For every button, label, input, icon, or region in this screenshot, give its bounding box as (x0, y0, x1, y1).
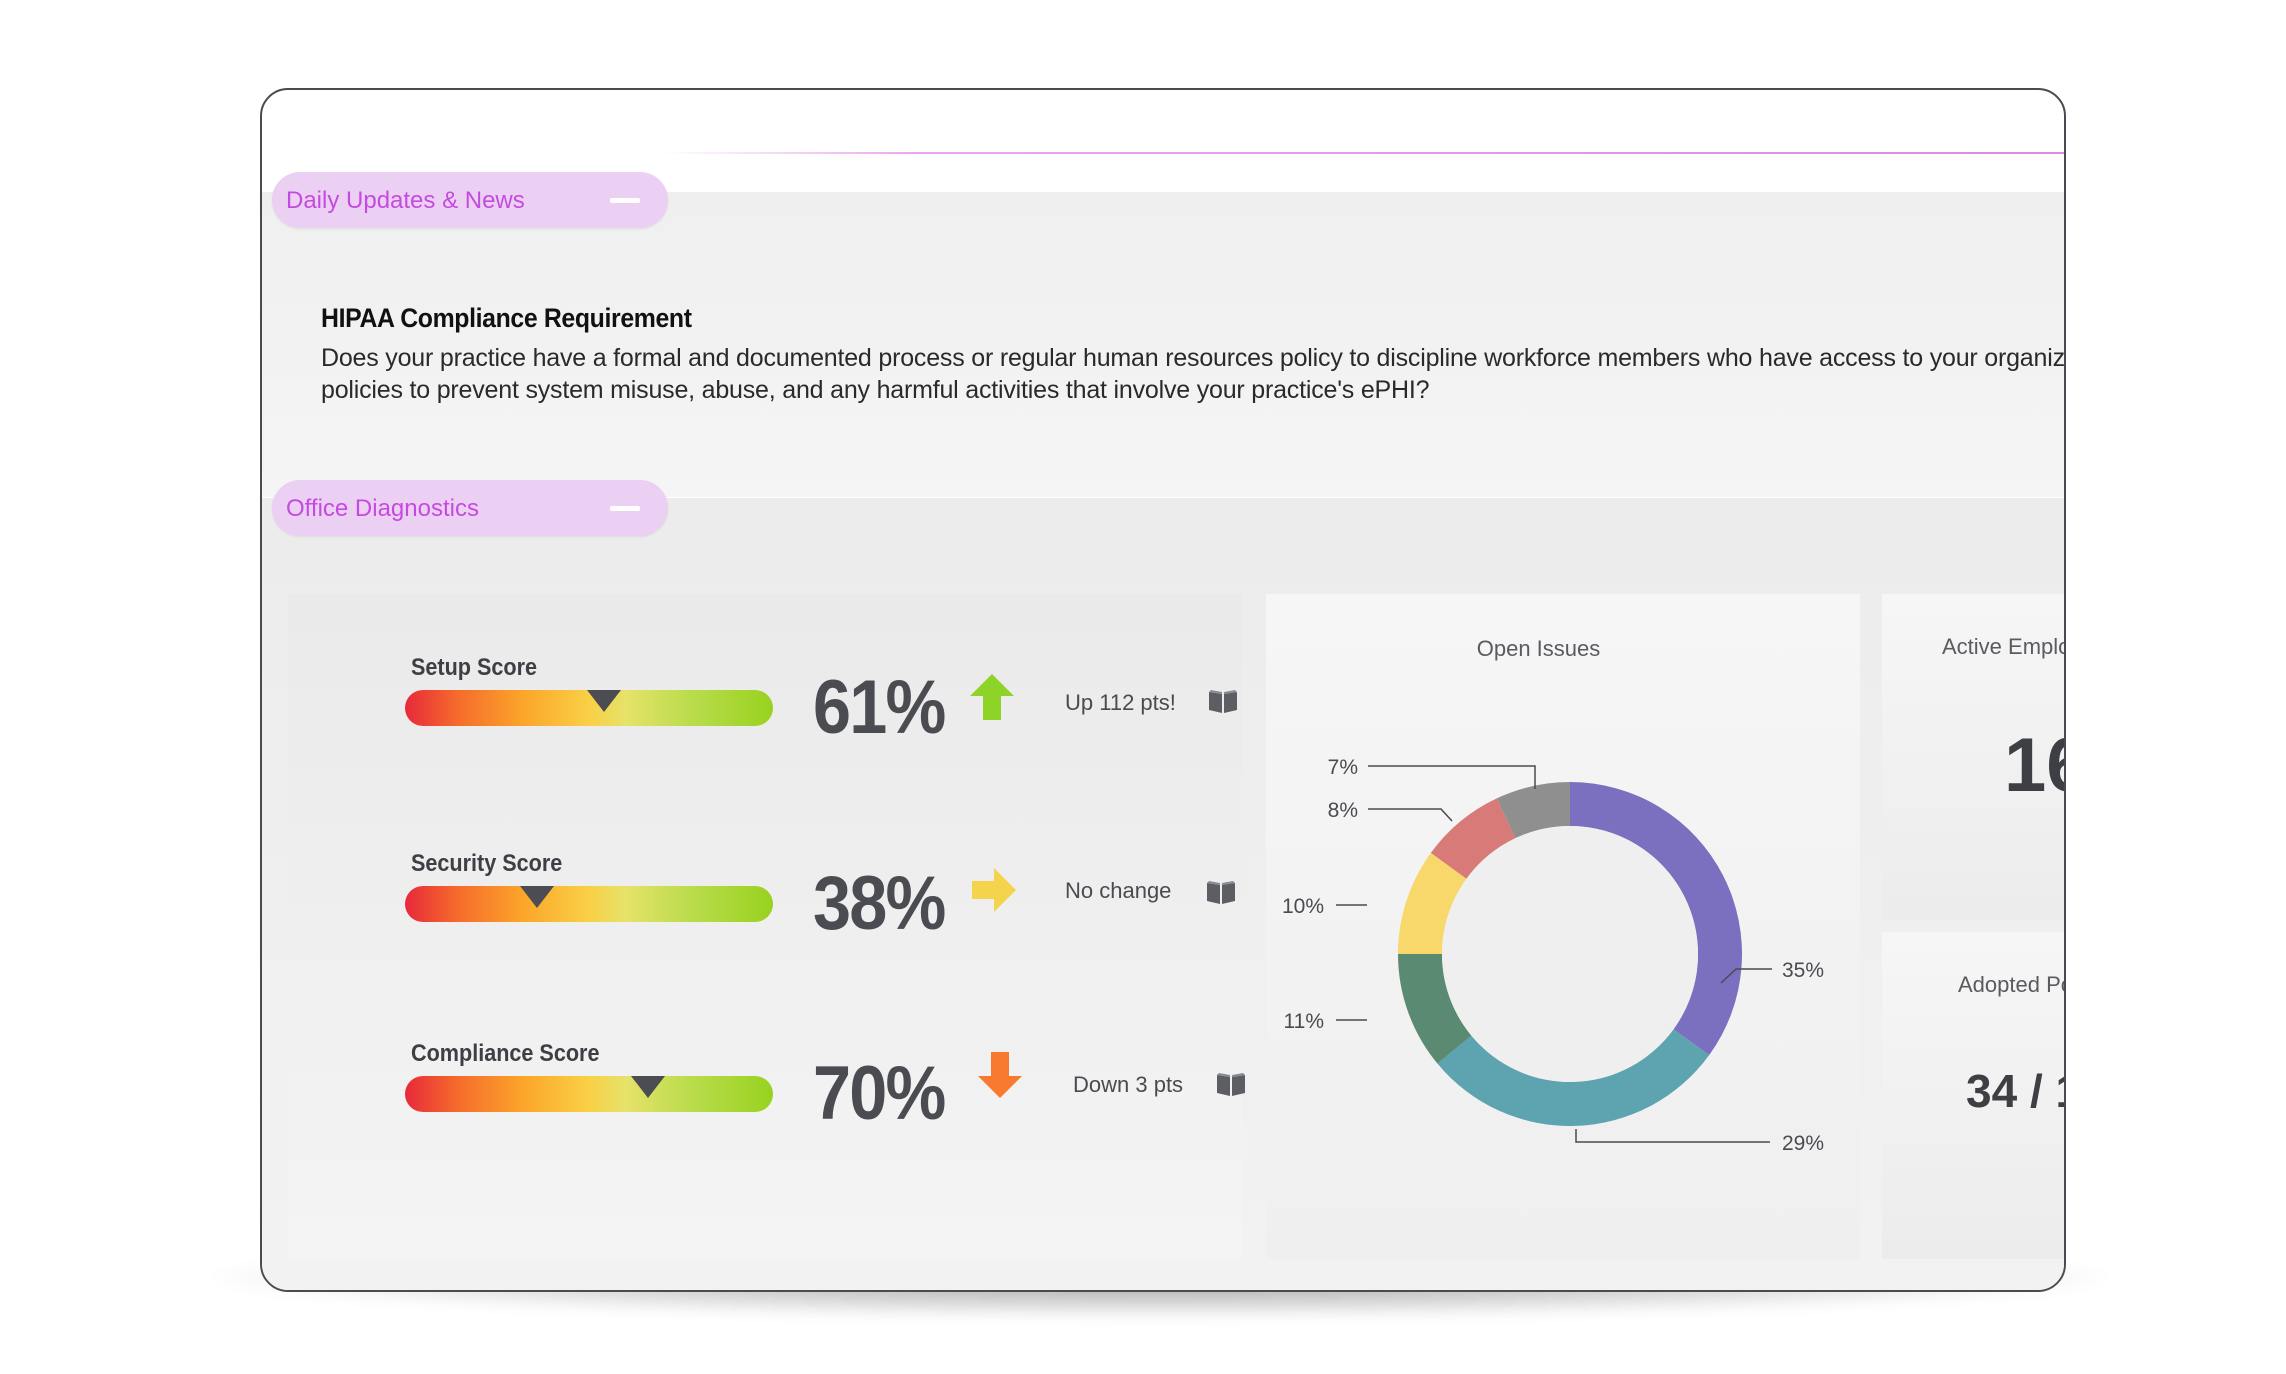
scores-card: Setup Score 61% Up 112 pts! (288, 594, 1245, 1259)
score-row-compliance: Compliance Score 70% Down 3 pts (288, 1040, 1245, 1160)
score-marker (520, 886, 555, 908)
chart-title: Open Issues (1476, 636, 1601, 661)
news-section-label: Daily Updates & News (286, 187, 525, 214)
collapse-icon[interactable] (610, 198, 640, 203)
donut-slice[interactable] (1570, 782, 1742, 1056)
open-issues-card: Open Issues 35% 29% 11% 10% 8% 7% (1266, 594, 1860, 1259)
score-gauge-bar (405, 886, 773, 922)
slice-label: 11% (1284, 1010, 1324, 1033)
app-screen: Daily Updates & News HIPAA Compliance Re… (262, 90, 2066, 1290)
leader-line (1575, 1129, 1770, 1143)
active-employees-title: Active Emplo (1942, 634, 2066, 659)
leader-line (1368, 808, 1453, 822)
trend-right-icon (972, 868, 1016, 912)
score-value: 70% (813, 1051, 946, 1136)
donut-hole (1442, 826, 1698, 1082)
score-row-security: Security Score 38% No change (288, 850, 1242, 970)
adopted-policies-card: Adopted Po 34 / 1 (1882, 932, 2066, 1259)
trend-text: Up 112 pts! (1065, 690, 1176, 715)
adopted-policies-value: 34 / 1 (1966, 1065, 2064, 1117)
donut-slice[interactable] (1430, 798, 1516, 879)
score-row-setup: Setup Score 61% Up 112 pts! (288, 654, 1242, 774)
news-body: Does your practice have a formal and doc… (321, 344, 2065, 404)
book-icon[interactable] (1216, 1072, 1246, 1096)
active-employees-card: Active Emplo 16 (1882, 594, 2066, 920)
donut-slice[interactable] (1398, 954, 1472, 1064)
donut-slice[interactable] (1398, 852, 1467, 954)
trend-up-icon (970, 674, 1014, 720)
news-panel (262, 192, 2064, 497)
donut-slice[interactable] (1496, 782, 1570, 839)
trend-text: No change (1065, 878, 1172, 903)
slice-label: 10% (1282, 895, 1324, 918)
leader-line (1368, 765, 1536, 789)
adopted-policies-title: Adopted Po (1958, 972, 2066, 997)
score-label: Compliance Score (411, 1040, 600, 1067)
diagnostics-section-label: Office Diagnostics (286, 495, 479, 522)
score-value: 38% (813, 861, 946, 946)
score-label: Setup Score (411, 654, 538, 681)
open-issues-donut-chart: 35% 29% 11% 10% 8% 7% (1282, 756, 1824, 1155)
collapse-icon[interactable] (610, 506, 640, 511)
trend-text: Down 3 pts (1073, 1072, 1184, 1097)
score-marker (630, 1076, 665, 1098)
book-icon[interactable] (1208, 689, 1238, 713)
donut-slice[interactable] (1437, 1029, 1710, 1126)
score-gauge-bar (405, 1076, 773, 1112)
news-title: HIPAA Compliance Requirement (321, 303, 692, 333)
book-icon[interactable] (1206, 880, 1236, 904)
diagnostics-section-header[interactable]: Office Diagnostics (272, 480, 668, 536)
slice-label: 35% (1782, 959, 1824, 982)
score-label: Security Score (411, 850, 563, 877)
active-employees-value: 16 (2004, 723, 2064, 808)
slice-label: 7% (1328, 756, 1358, 779)
leader-line (1720, 968, 1772, 984)
slice-label: 8% (1328, 799, 1358, 822)
device-frame: Daily Updates & News HIPAA Compliance Re… (260, 88, 2066, 1292)
trend-down-icon (978, 1052, 1022, 1098)
header-divider (662, 152, 2064, 154)
score-value: 61% (813, 665, 946, 750)
news-section-header[interactable]: Daily Updates & News (272, 172, 668, 228)
slice-label: 29% (1782, 1132, 1824, 1155)
score-marker (586, 690, 621, 712)
